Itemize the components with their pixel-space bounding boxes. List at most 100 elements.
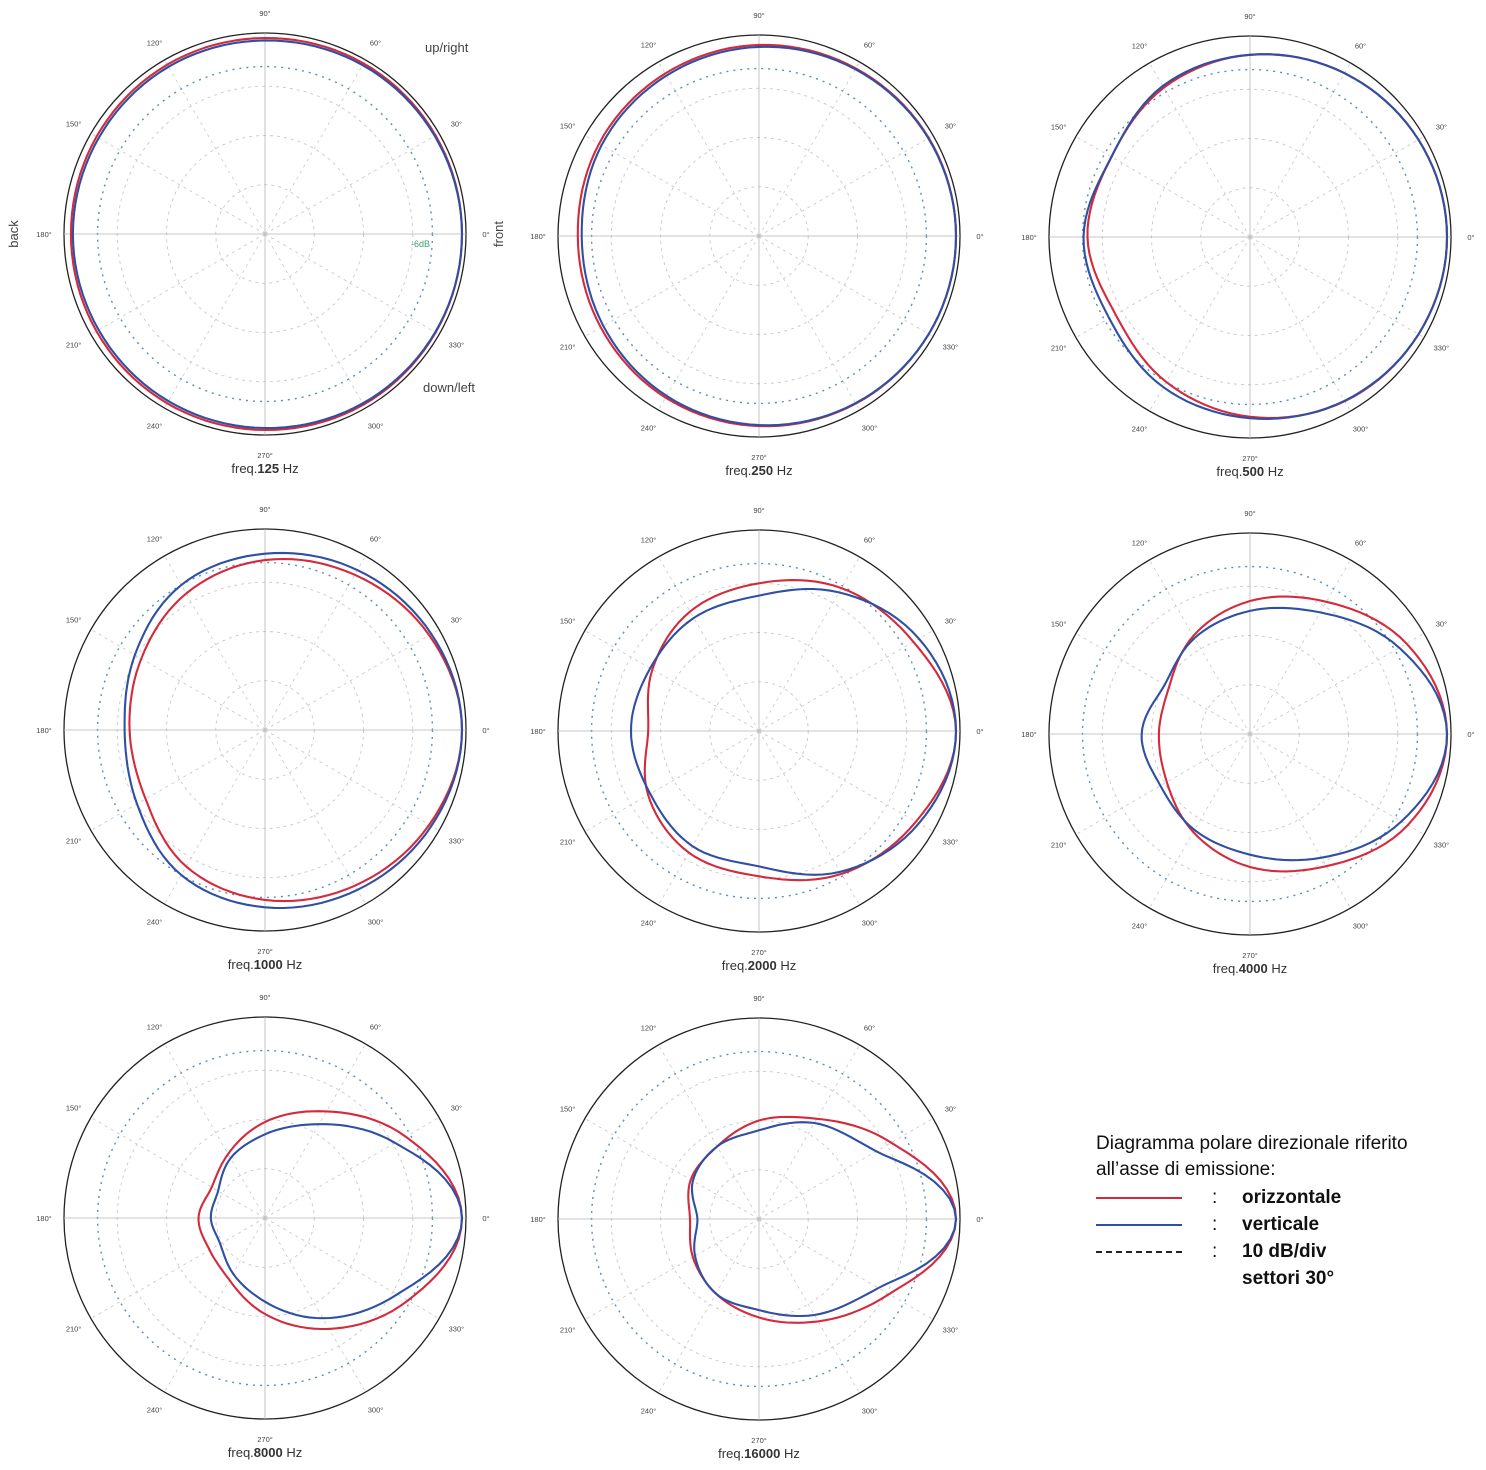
angle-tick-label: 210° [560, 1326, 576, 1335]
grid-spoke [264, 59, 366, 235]
grid-spoke [658, 61, 760, 237]
caption-prefix: freq. [722, 958, 748, 973]
angle-tick-label: 150° [560, 122, 576, 131]
grid-spoke [758, 135, 934, 237]
angle-tick-label: 330° [943, 343, 959, 352]
angle-tick-label: 30° [451, 616, 462, 625]
angle-tick-label: 120° [1132, 539, 1148, 548]
grid-spoke [584, 630, 760, 732]
legend-title-line2: all’asse di emissione: [1096, 1159, 1276, 1180]
caption-unit: Hz [283, 1445, 303, 1460]
angle-tick-label: 330° [1434, 841, 1450, 850]
caption-unit: Hz [773, 463, 793, 478]
grid-spoke [1149, 62, 1251, 238]
grid-spoke [1249, 633, 1425, 735]
angle-tick-label: 240° [147, 1405, 163, 1414]
grid-spoke [1249, 733, 1425, 835]
angle-tick-label: 60° [370, 535, 381, 544]
chart-caption: freq.125 Hz [231, 461, 298, 476]
angle-tick-label: 330° [449, 341, 465, 350]
legend-swatch-blue [1096, 1223, 1182, 1226]
angle-tick-label: 180° [530, 232, 546, 241]
angle-tick-label: 210° [560, 343, 576, 352]
angle-tick-label: 270° [257, 451, 273, 460]
caption-unit: Hz [780, 1446, 800, 1461]
caption-unit: Hz [1264, 464, 1284, 479]
angle-tick-label: 330° [943, 1326, 959, 1335]
grid-spoke [264, 729, 366, 905]
polar-chart-500: 0° 30° 60° 90° 120° 150° 180° 210° 240° 270° 300° 3… [1021, 12, 1474, 479]
legend-separator: : [1212, 1240, 1218, 1262]
caption-prefix: freq. [1216, 464, 1242, 479]
grid-spoke [758, 630, 934, 732]
angle-tick-label: 60° [370, 1023, 381, 1032]
angle-tick-label: 150° [560, 617, 576, 626]
angle-tick-label: 90° [259, 505, 270, 514]
legend-separator: : [1212, 1186, 1218, 1208]
grid-spoke [164, 1043, 266, 1219]
caption-unit: Hz [283, 957, 303, 972]
grid-spoke [90, 1217, 266, 1319]
grid-spoke [164, 59, 266, 235]
angle-tick-label: 300° [862, 423, 878, 432]
series-orizzontale [687, 1115, 958, 1324]
angle-tick-label: 240° [641, 423, 657, 432]
grid-spoke [584, 135, 760, 237]
chart-caption: freq.16000 Hz [718, 1446, 800, 1461]
angle-tick-label: 210° [66, 341, 82, 350]
legend-separator: : [1212, 1213, 1218, 1235]
legend-row-settori: settori 30° [1096, 1265, 1476, 1292]
series-orizzontale [1157, 595, 1449, 873]
grid-spoke [658, 730, 760, 906]
angle-tick-label: 270° [257, 1435, 273, 1444]
chart-caption: freq.8000 Hz [228, 1445, 302, 1460]
grid-spoke [264, 629, 440, 731]
angle-tick-label: 90° [1244, 509, 1255, 518]
series-orizzontale [197, 1110, 464, 1331]
grid-spoke [1075, 733, 1251, 835]
angle-tick-label: 180° [1021, 730, 1037, 739]
angle-tick-label: 120° [147, 1023, 163, 1032]
legend-swatch-dashed [1096, 1250, 1182, 1253]
angle-tick-label: 60° [864, 41, 875, 50]
legend-title-line1: Diagramma polare direzionale riferito [1096, 1133, 1408, 1154]
grid-spoke [264, 555, 366, 731]
grid-spoke [1149, 236, 1251, 412]
angle-tick-label: 60° [1355, 539, 1366, 548]
angle-tick-label: 150° [66, 616, 82, 625]
series-orizzontale [69, 36, 464, 432]
grid-spoke [164, 729, 266, 905]
chart-caption: freq.4000 Hz [1213, 961, 1287, 976]
caption-prefix: freq. [231, 461, 257, 476]
grid-spoke [658, 1044, 760, 1220]
angle-tick-label: 210° [66, 837, 82, 846]
angle-tick-label: 120° [641, 41, 657, 50]
angle-tick-label: 90° [259, 993, 270, 1002]
polar-chart-4000: 0° 30° 60° 90° 120° 150° 180° 210° 240° 270° 300° 3… [1021, 509, 1474, 976]
angle-tick-label: 300° [1353, 424, 1369, 433]
angle-tick-label: 30° [1436, 123, 1447, 132]
series-verticale [629, 587, 958, 876]
grid-spoke [1249, 559, 1351, 735]
angle-tick-label: 180° [36, 726, 52, 735]
angle-tick-label: 60° [1355, 42, 1366, 51]
grid-spoke [90, 629, 266, 731]
angle-tick-label: 0° [976, 727, 983, 736]
angle-tick-label: 60° [864, 1024, 875, 1033]
annotation-front: front [491, 221, 506, 247]
angle-tick-label: 270° [257, 947, 273, 956]
angle-tick-label: 150° [66, 120, 82, 129]
polar-chart-1000: 0° 30° 60° 90° 120° 150° 180° 210° 240° 270° 300° 3… [36, 505, 489, 972]
angle-tick-label: 180° [530, 727, 546, 736]
angle-tick-label: 0° [1467, 233, 1474, 242]
grid-spoke [758, 1218, 934, 1320]
angle-tick-label: 90° [1244, 12, 1255, 21]
grid-spoke [758, 1218, 860, 1394]
angle-tick-label: 270° [1242, 454, 1258, 463]
grid-spoke [1075, 236, 1251, 338]
angle-tick-label: 180° [530, 1215, 546, 1224]
polar-chart-250: 0° 30° 60° 90° 120° 150° 180° 210° 240° 270° 300° 3… [530, 11, 983, 478]
legend-row-orizzontale: : orizzontale [1096, 1184, 1476, 1211]
angle-tick-label: 0° [482, 1214, 489, 1223]
angle-tick-label: 120° [641, 536, 657, 545]
